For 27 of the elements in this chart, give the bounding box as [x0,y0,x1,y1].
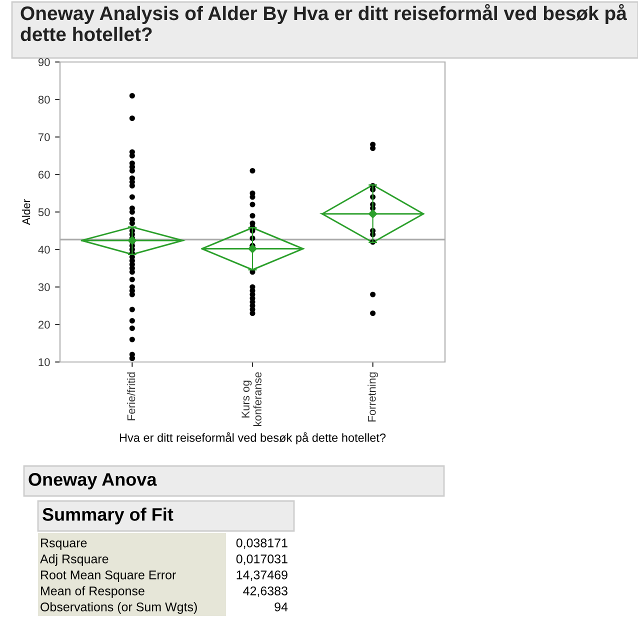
x-tick-label: Kurs og konferanse [242,372,262,426]
x-tick-label: Forretning [368,372,378,422]
y-axis-title: Alder [22,199,30,225]
y-tick-label: 70 [38,133,50,142]
text: Adj Rsquare [40,554,108,566]
text: Observations (or Sum Wgts) [40,602,197,614]
text: Mean of Response [41,586,144,598]
y-tick-label: 90 [38,58,50,66]
text: Root Mean Square Error [41,570,176,582]
y-tick-label: 20 [38,320,50,329]
text: Rsquare [41,538,87,550]
y-tick-label: 10 [38,358,50,366]
text: Summary of Fit [42,508,174,524]
y-tick-label: 50 [38,208,50,216]
text: 94 [274,602,288,612]
chart-title: Oneway Analysis of Alder By Hva er ditt reiseformål ved besøk på dette hotellet? [20,4,627,42]
x-axis-title: Hva er ditt reiseformål ved besøk på dette hotellet? [120,432,386,444]
y-tick-label: 40 [38,246,50,254]
text: 0,038171 [236,538,288,549]
y-tick-label: 30 [38,283,50,292]
y-tick-label: 80 [38,96,50,104]
text: 42,6383 [243,586,288,597]
text: Oneway Anova [28,473,157,490]
y-tick-label: 60 [38,170,50,179]
x-tick-label: Ferie/fritid [127,372,136,420]
text: 14,37469 [236,570,288,581]
text: 0,017031 [236,554,288,565]
